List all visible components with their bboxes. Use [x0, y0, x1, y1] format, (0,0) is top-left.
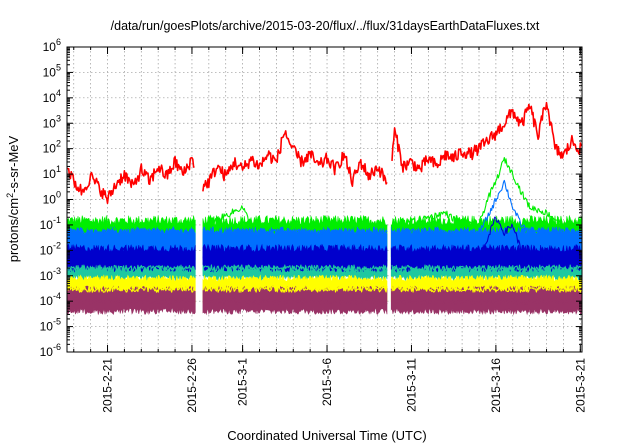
y-tick-label: 10-3: [40, 266, 61, 283]
x-tick-labels: 2015-2-21 2015-2-26 2015-3-1 2015-3-6 2015-3…: [101, 358, 588, 413]
y-axis-title: protons/cm2-s-sr-MeV: [5, 135, 21, 262]
axis-ticks: [67, 46, 582, 353]
series-line: [391, 156, 582, 230]
series-line: [66, 285, 196, 293]
series-line: [202, 205, 388, 231]
y-tick-exponent: 6: [56, 37, 61, 47]
y-tick-label: 101: [43, 164, 61, 181]
y-tick-base: 10: [43, 193, 57, 207]
y-tick-base: 10: [43, 116, 57, 130]
y-tick-exponent: 0: [56, 190, 61, 200]
y-tick-exponent: -1: [53, 215, 61, 225]
series-line: [391, 285, 582, 293]
x-tick-label: 2015-2-21: [101, 358, 115, 413]
y-tick-label: 10-4: [40, 291, 61, 308]
y-tick-base: 10: [40, 269, 54, 283]
y-tick-base: 10: [43, 40, 57, 54]
y-tick-base: 10: [40, 218, 54, 232]
series-line: [202, 228, 388, 237]
series-line: [391, 264, 582, 272]
y-tick-label: 10-5: [40, 317, 61, 334]
flux-series: [66, 101, 582, 305]
y-tick-label: 103: [43, 113, 61, 130]
x-tick-label: 2015-3-16: [489, 358, 503, 413]
y-tick-label: 100: [43, 190, 61, 207]
y-tick-base: 10: [43, 91, 57, 105]
y-tick-exponent: 5: [56, 62, 61, 72]
series-line: [202, 254, 388, 262]
y-axis-title-superscript: 2: [5, 193, 15, 198]
y-tick-label: 10-6: [40, 342, 61, 359]
series-line: [202, 285, 388, 293]
y-tick-exponent: 2: [56, 139, 61, 149]
y-tick-exponent: -6: [53, 342, 61, 352]
y-tick-exponent: 4: [56, 88, 61, 98]
series-line: [66, 297, 196, 305]
y-tick-label: 10-2: [40, 240, 61, 257]
y-axis-title-unit: -s-sr-MeV: [6, 135, 21, 192]
y-tick-label: 102: [43, 139, 61, 156]
chart-title: /data/run/goesPlots/archive/2015-03-20/f…: [111, 19, 540, 33]
y-tick-exponent: -5: [53, 317, 61, 327]
series-line: [66, 264, 195, 272]
y-tick-exponent: -2: [53, 240, 61, 250]
y-tick-label: 106: [43, 37, 61, 54]
y-tick-base: 10: [43, 65, 57, 79]
series-line: [66, 247, 196, 262]
series-line: [202, 130, 388, 192]
y-tick-exponent: 3: [56, 113, 61, 123]
y-tick-label: 104: [43, 88, 61, 105]
y-tick-exponent: 1: [56, 164, 61, 174]
series-line: [202, 264, 388, 272]
y-tick-base: 10: [40, 294, 54, 308]
x-axis-title: Coordinated Universal Time (UTC): [227, 428, 426, 443]
x-tick-label: 2015-3-21: [573, 358, 587, 413]
series-line: [66, 228, 196, 237]
y-tick-exponent: -4: [53, 291, 61, 301]
y-tick-base: 10: [40, 243, 54, 257]
x-tick-label: 2015-2-26: [185, 358, 199, 413]
series-line: [66, 155, 195, 205]
x-tick-label: 2015-3-1: [236, 358, 250, 406]
y-tick-base: 10: [43, 142, 57, 156]
series-line: [391, 216, 582, 262]
y-tick-labels: 10-610-510-410-310-210-11001011021031041…: [40, 37, 61, 359]
y-tick-label: 105: [43, 62, 61, 79]
y-tick-exponent: -3: [53, 266, 61, 276]
x-tick-label: 2015-3-6: [320, 358, 334, 406]
y-tick-base: 10: [40, 345, 54, 359]
series-line: [391, 179, 582, 237]
x-tick-label: 2015-3-11: [404, 358, 418, 412]
y-tick-base: 10: [40, 320, 54, 334]
series-line: [391, 297, 582, 305]
series-line: [391, 101, 582, 173]
y-tick-label: 10-1: [40, 215, 61, 232]
y-tick-base: 10: [43, 167, 57, 181]
series-line: [66, 221, 195, 231]
series-line: [202, 297, 388, 305]
y-axis-title-main: protons/cm: [6, 198, 21, 262]
